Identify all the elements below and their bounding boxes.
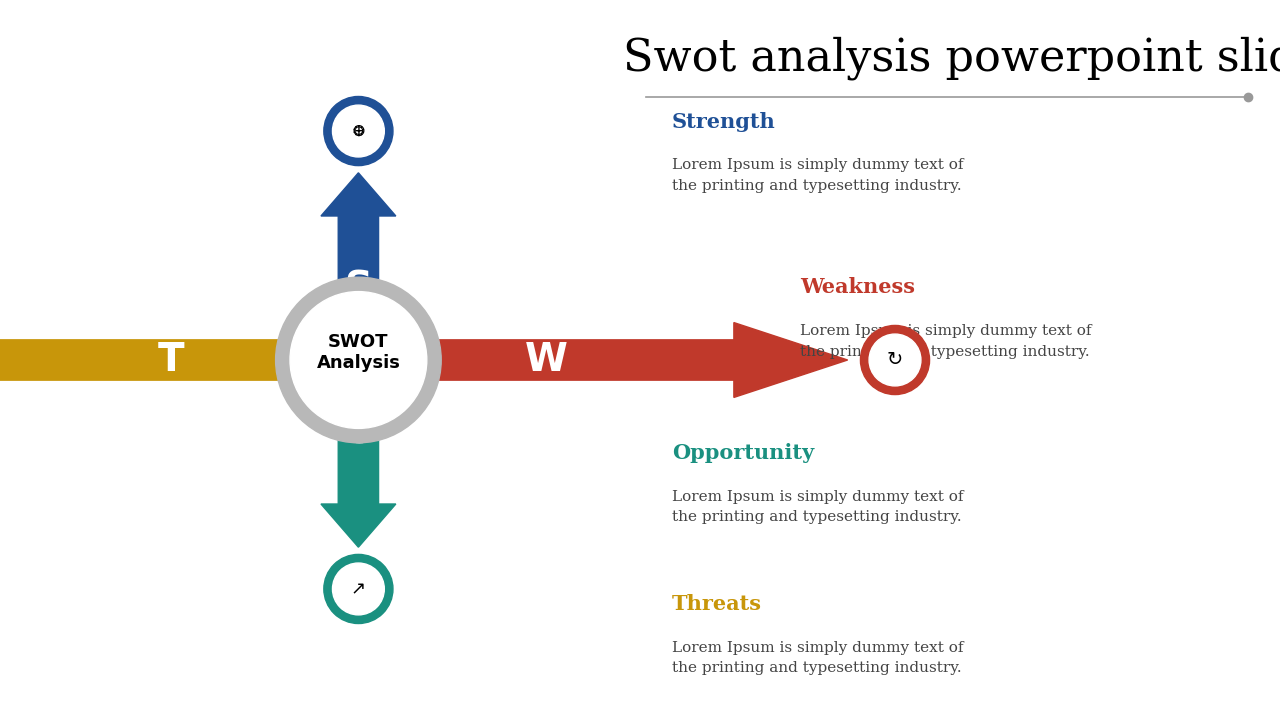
Text: Swot analysis powerpoint slide: Swot analysis powerpoint slide	[623, 36, 1280, 80]
Text: ⚙: ⚙	[352, 124, 365, 138]
Ellipse shape	[860, 325, 929, 395]
Text: Opportunity: Opportunity	[672, 443, 814, 463]
Polygon shape	[0, 323, 358, 397]
Text: Strength: Strength	[672, 112, 776, 132]
Text: ↗: ↗	[351, 580, 366, 598]
Text: SWOT
Analysis: SWOT Analysis	[316, 333, 401, 372]
Text: T: T	[157, 341, 184, 379]
Ellipse shape	[275, 277, 442, 443]
Ellipse shape	[333, 563, 384, 615]
Text: Threats: Threats	[672, 594, 762, 614]
Ellipse shape	[869, 334, 920, 386]
Text: Weakness: Weakness	[800, 277, 915, 297]
Text: Lorem Ipsum is simply dummy text of
the printing and typesetting industry.: Lorem Ipsum is simply dummy text of the …	[800, 324, 1092, 359]
Polygon shape	[321, 173, 396, 360]
Ellipse shape	[291, 292, 426, 428]
Text: Lorem Ipsum is simply dummy text of
the printing and typesetting industry.: Lorem Ipsum is simply dummy text of the …	[672, 641, 964, 675]
Polygon shape	[321, 360, 396, 547]
Text: ↻: ↻	[887, 351, 904, 369]
Polygon shape	[358, 323, 847, 397]
Text: S: S	[344, 269, 372, 307]
Ellipse shape	[324, 554, 393, 624]
Text: O: O	[342, 413, 375, 451]
Text: ⊕: ⊕	[352, 122, 365, 140]
Text: W: W	[525, 341, 567, 379]
Ellipse shape	[324, 96, 393, 166]
Ellipse shape	[333, 105, 384, 157]
Text: Lorem Ipsum is simply dummy text of
the printing and typesetting industry.: Lorem Ipsum is simply dummy text of the …	[672, 158, 964, 193]
Text: Lorem Ipsum is simply dummy text of
the printing and typesetting industry.: Lorem Ipsum is simply dummy text of the …	[672, 490, 964, 524]
